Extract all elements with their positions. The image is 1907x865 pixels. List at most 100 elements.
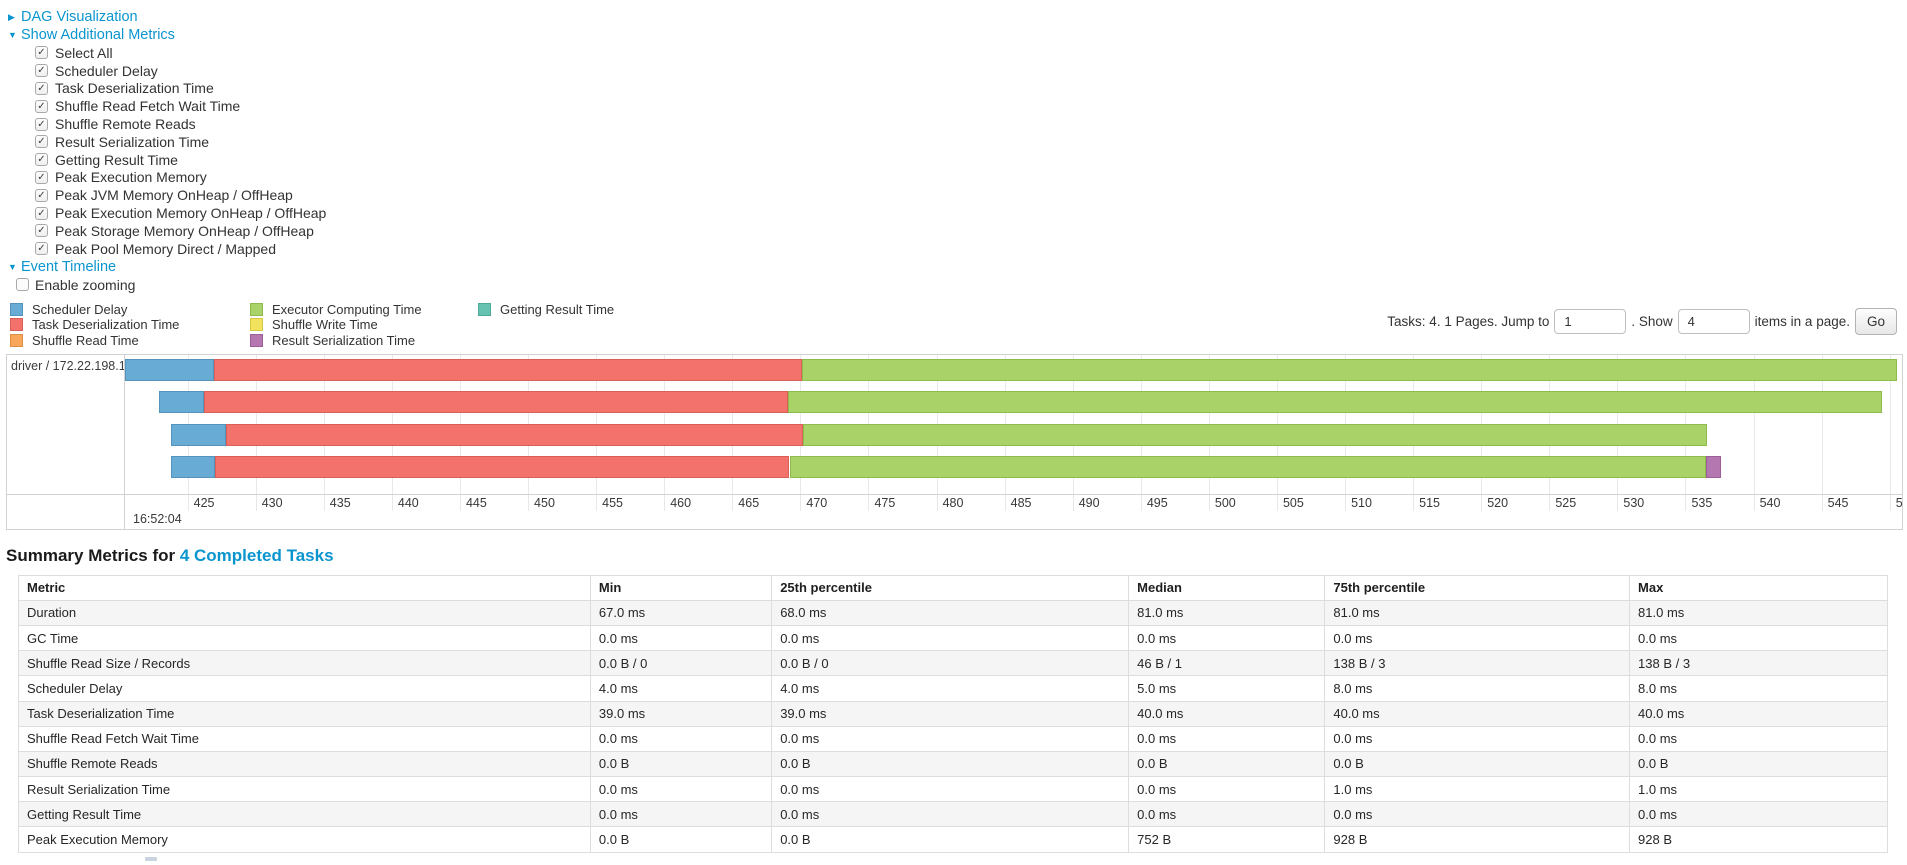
event-timeline-toggle[interactable]: ▼ Event Timeline [8, 258, 1907, 276]
metric-name-cell: Shuffle Read Size / Records [18, 650, 591, 677]
legend-label: Shuffle Read Time [32, 333, 139, 349]
task-4-segment-scheduler-delay[interactable] [171, 456, 215, 479]
metric-value-cell: 0.0 ms [771, 624, 1130, 652]
metric-value-cell: 138 B / 3 [1324, 650, 1631, 677]
task-2-segment-task-deserialization[interactable] [203, 391, 789, 414]
legend-swatch-shuffle-write [250, 318, 263, 332]
axis-tick-label: 540 [1759, 495, 1781, 510]
checkbox[interactable]: ✓ [35, 81, 48, 95]
event-timeline-link[interactable]: Event Timeline [21, 258, 117, 275]
task-1-segment-scheduler-delay[interactable] [125, 358, 214, 381]
axis-tick-label: 445 [465, 495, 487, 510]
metric-value-cell: 928 B [1324, 826, 1631, 853]
legend-label: Task Deserialization Time [32, 317, 180, 333]
table-row: Shuffle Read Size / Records 0.0 B / 0 0.0 … [18, 650, 1888, 677]
axis-tick [1617, 494, 1619, 511]
dag-visualization-link[interactable]: DAG Visualization [21, 9, 138, 25]
checkbox[interactable]: ✓ [35, 117, 48, 131]
metric-value-cell: 40.0 ms [1629, 700, 1888, 727]
metric-value-cell: 0.0 ms [589, 624, 773, 652]
summary-col-header: Max [1629, 574, 1888, 601]
axis-tick-label: 475 [874, 495, 896, 510]
metric-checkbox-row[interactable]: ✓ Peak Execution Memory [35, 169, 1907, 187]
dag-visualization-toggle[interactable]: ▶ DAG Visualization [8, 8, 1907, 26]
checkbox[interactable]: ✓ [35, 224, 48, 238]
axis-tick-label: 500 [1214, 495, 1236, 510]
metric-value-cell: 0.0 B [771, 826, 1130, 853]
task-4-segment-task-deserialization[interactable] [214, 456, 790, 479]
task-1-segment-task-deserialization[interactable] [213, 358, 802, 381]
enable-zooming-row[interactable]: ✓ Enable zooming [16, 276, 1907, 294]
metric-checkbox-row[interactable]: ✓ Shuffle Remote Reads [35, 115, 1907, 133]
metric-checkbox-row[interactable]: ✓ Getting Result Time [35, 151, 1907, 169]
task-2-segment-scheduler-delay[interactable] [159, 391, 204, 414]
checkbox[interactable]: ✓ [35, 99, 48, 113]
axis-tick [1549, 494, 1551, 511]
metric-name-cell: Task Deserialization Time [18, 700, 591, 727]
metric-checkbox-row[interactable]: ✓ Peak JVM Memory OnHeap / OffHeap [35, 186, 1907, 204]
checkbox[interactable]: ✓ [35, 206, 48, 220]
task-3-segment-task-deserialization[interactable] [225, 423, 804, 446]
axis-tick-label: 450 [534, 495, 555, 510]
axis-tick [800, 494, 802, 511]
timeline-header-strip: Scheduler Delay Task Deserialization Time… [0, 302, 1907, 352]
axis-tick-label: 435 [329, 495, 351, 510]
executor-group-label: driver / 172.22.198.104 [11, 358, 124, 373]
enable-zooming-checkbox[interactable]: ✓ [16, 278, 29, 292]
metric-value-cell: 0.0 ms [1629, 801, 1888, 828]
table-body: Duration 67.0 ms 68.0 ms 81.0 ms 81.0 ms 81.0… [18, 599, 1888, 853]
axis-tick-label: 465 [738, 495, 760, 510]
axis-tick [868, 494, 870, 511]
checkbox-label: Shuffle Remote Reads [55, 116, 196, 133]
table-row: Getting Result Time 0.0 ms 0.0 ms 0.0 ms 0.0… [18, 801, 1888, 828]
legend-label: Shuffle Write Time [272, 317, 378, 333]
metric-checkbox-row[interactable]: ✓ Peak Storage Memory OnHeap / OffHeap [35, 222, 1907, 240]
jump-to-page-input[interactable] [1554, 308, 1627, 334]
clipped-next-section-artifact [145, 857, 157, 861]
task-2-segment-executor-computing[interactable] [788, 391, 1882, 414]
metric-checkbox-row[interactable]: ✓ Scheduler Delay [35, 62, 1907, 80]
metric-value-cell: 81.0 ms [1128, 599, 1326, 626]
go-button[interactable]: Go [1854, 307, 1897, 335]
show-additional-metrics-toggle[interactable]: ▼ Show Additional Metrics [8, 26, 1907, 44]
checkbox[interactable]: ✓ [35, 188, 48, 202]
metric-value-cell: 40.0 ms [1324, 700, 1631, 727]
metric-checkbox-row[interactable]: ✓ Shuffle Read Fetch Wait Time [35, 97, 1907, 115]
checkbox[interactable]: ✓ [35, 64, 48, 78]
legend-label: Result Serialization Time [272, 333, 416, 349]
task-3-segment-scheduler-delay[interactable] [171, 423, 226, 446]
metric-value-cell: 67.0 ms [589, 599, 773, 626]
axis-tick-label: 495 [1146, 495, 1168, 510]
checkbox[interactable]: ✓ [35, 46, 48, 60]
legend-column: Scheduler Delay Task Deserialization Time… [10, 302, 250, 349]
metric-checkbox-row[interactable]: ✓ Task Deserialization Time [35, 80, 1907, 98]
checkbox-label: Peak Storage Memory OnHeap / OffHeap [55, 222, 314, 239]
checkbox[interactable]: ✓ [35, 170, 48, 184]
axis-tick-label: 510 [1351, 495, 1372, 510]
completed-tasks-link[interactable]: 4 Completed Tasks [179, 545, 334, 565]
task-4-segment-executor-computing[interactable] [789, 456, 1706, 479]
expanded-arrow-icon: ▼ [8, 30, 17, 40]
metric-value-cell: 0.0 B [1324, 750, 1631, 778]
legend-item: Getting Result Time [478, 302, 614, 318]
checkbox[interactable]: ✓ [35, 135, 48, 149]
metric-checkbox-row[interactable]: ✓ Result Serialization Time [35, 133, 1907, 151]
task-1-segment-executor-computing[interactable] [801, 358, 1897, 381]
task-3-segment-executor-computing[interactable] [803, 423, 1708, 446]
expanded-arrow-icon: ▼ [8, 261, 17, 272]
task-4-segment-result-serialization[interactable] [1705, 456, 1721, 479]
checkbox[interactable]: ✓ [35, 153, 48, 167]
metric-checkbox-row[interactable]: ✓ Peak Execution Memory OnHeap / OffHeap [35, 204, 1907, 222]
show-additional-metrics-link[interactable]: Show Additional Metrics [21, 27, 175, 43]
checkbox[interactable]: ✓ [35, 242, 48, 256]
items-per-page-input[interactable] [1677, 308, 1750, 334]
metric-value-cell: 0.0 ms [1324, 801, 1631, 828]
metric-checkbox-row[interactable]: ✓ Select All [35, 44, 1907, 62]
task-pagination: Tasks: 4. 1 Pages. Jump to . Show items … [1387, 307, 1897, 335]
timeline-gridline [1821, 354, 1823, 494]
axis-tick-label: 425 [193, 495, 215, 510]
metric-checkbox-row[interactable]: ✓ Peak Pool Memory Direct / Mapped [35, 240, 1907, 258]
metric-name-cell: Shuffle Remote Reads [18, 750, 591, 778]
table-row: Scheduler Delay 4.0 ms 4.0 ms 5.0 ms 8.0 ms 8… [18, 675, 1888, 702]
metric-value-cell: 0.0 ms [1128, 725, 1326, 752]
